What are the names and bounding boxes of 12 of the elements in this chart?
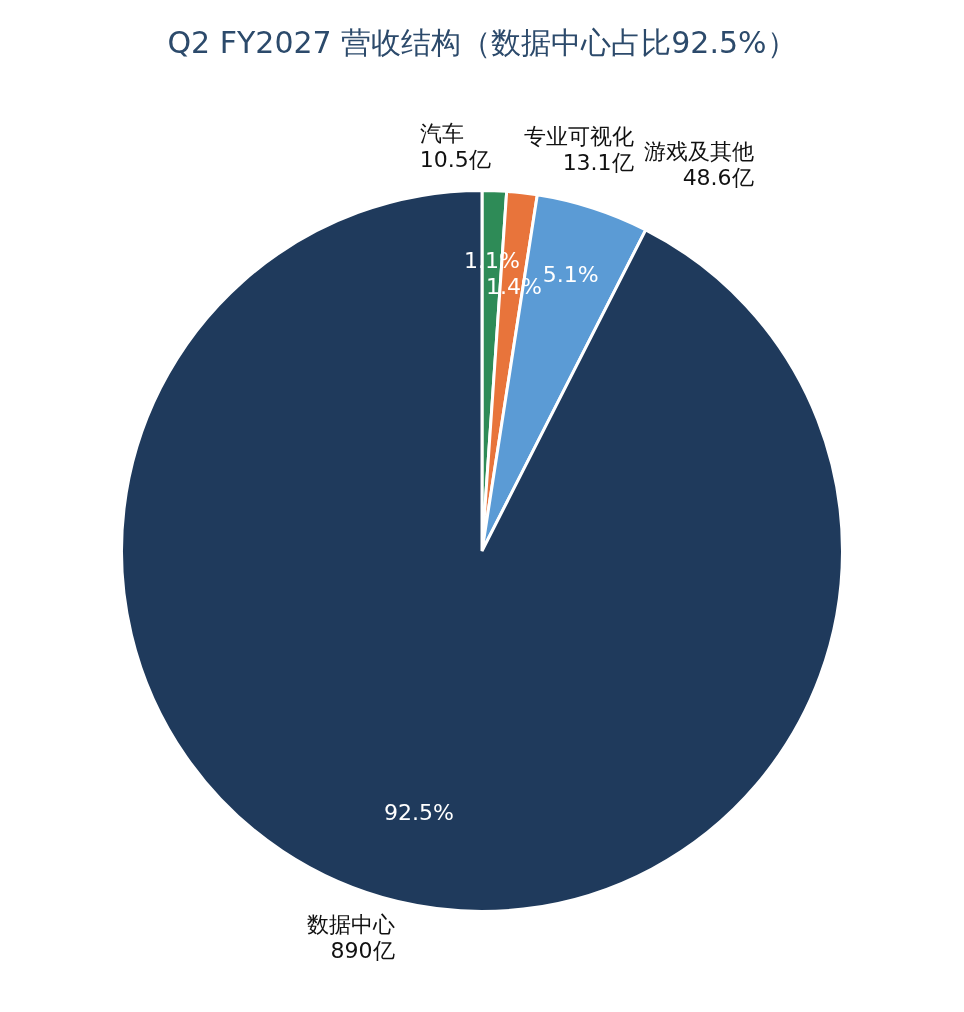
text: 92.5% xyxy=(383,799,454,825)
slice-label: 游戏及其他 xyxy=(643,139,754,165)
data-label: 10.5亿 xyxy=(419,147,491,173)
data-label: 48.6亿 xyxy=(682,165,754,191)
slice-label: 数据中心 xyxy=(306,911,395,937)
text: 5.1% xyxy=(542,262,599,288)
chart-title: Q2 FY2027 营收结构（数据中心占比92.5%） xyxy=(167,24,797,60)
slice-label: 汽车 xyxy=(419,121,464,147)
slice-label: 专业可视化 xyxy=(523,123,634,149)
data-label: 890亿 xyxy=(330,937,395,963)
data-label: 13.1亿 xyxy=(562,149,634,175)
text: 1.4% xyxy=(486,274,542,300)
